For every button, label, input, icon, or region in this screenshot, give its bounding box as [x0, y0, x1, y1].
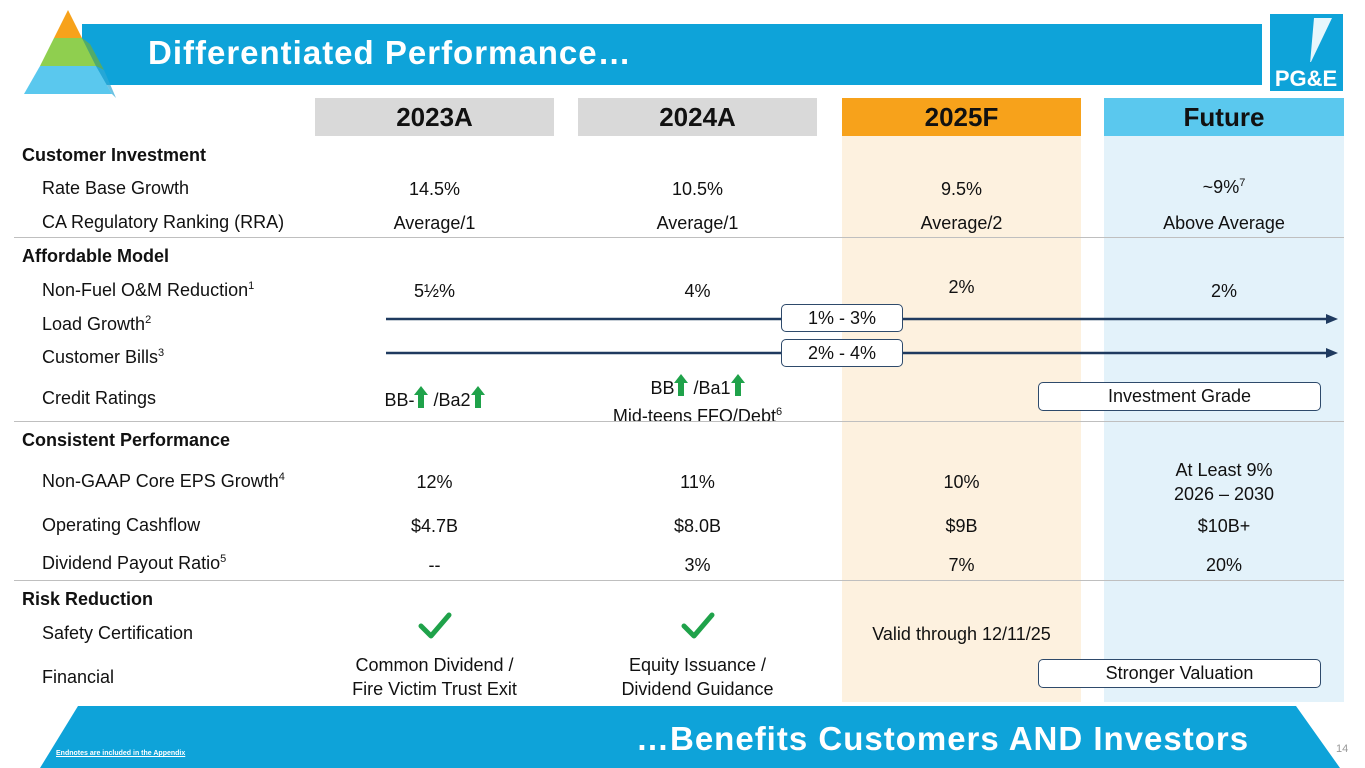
eps-future-line1: At Least 9%	[1175, 460, 1273, 480]
column-header-2024: 2024A	[578, 98, 817, 136]
footnote-ref: 6	[775, 406, 783, 418]
cell-cashflow-2024: $8.0B	[673, 516, 722, 536]
credit-2024-ffo-debt: Mid-teens FFO/Debt	[612, 406, 776, 426]
cell-cashflow-future: $10B+	[1197, 516, 1251, 536]
row-label-safety-certification: Safety Certification	[42, 623, 194, 643]
footnote-ref: 1	[248, 280, 255, 292]
cell-ranking-2024: Average/1	[656, 213, 739, 233]
pge-logo-icon: PG&E	[1270, 14, 1343, 91]
load-growth-label-text: Load Growth	[42, 314, 146, 334]
divider	[14, 421, 1344, 422]
cell-dividend-future: 20%	[1205, 555, 1243, 575]
financial-2024-line1: Equity Issuance /	[628, 655, 767, 675]
dividend-label-text: Dividend Payout Ratio	[42, 553, 221, 573]
section-affordable-model: Affordable Model	[22, 246, 169, 266]
cell-dividend-2024: 3%	[684, 555, 711, 575]
cell-eps-2024: 11%	[680, 472, 715, 492]
upgrade-arrow-icon	[730, 374, 745, 396]
cell-rate-base-future: ~9%7	[1104, 171, 1344, 199]
cell-dividend-2025: 7%	[948, 555, 975, 575]
page-number: 14	[1336, 743, 1349, 755]
financial-2023-line1: Common Dividend /	[355, 655, 514, 675]
logo-text: PG&E	[1275, 66, 1337, 91]
customer-bills-label-text: Customer Bills	[42, 347, 159, 367]
endnotes-link[interactable]: Endnotes are included in the Appendix	[56, 750, 186, 757]
cell-credit-2023: BB- /Ba2	[315, 386, 554, 412]
page-title: Differentiated Performance…	[148, 34, 632, 71]
row-label-operating-cashflow: Operating Cashflow	[42, 515, 201, 535]
credit-2024-rating-a: BB	[650, 378, 675, 398]
title-banner	[82, 24, 1262, 85]
customer-bills-range-badge: 2% - 4%	[781, 339, 903, 367]
section-consistent-performance: Consistent Performance	[22, 430, 231, 450]
om-label-text: Non-Fuel O&M Reduction	[42, 280, 249, 300]
section-customer-investment: Customer Investment	[22, 145, 207, 165]
cell-credit-2024: BB /Ba1 Mid-teens FFO/Debt6	[578, 374, 817, 428]
footnote-ref: 4	[278, 471, 285, 483]
footnote-ref: 7	[1239, 177, 1246, 189]
upgrade-arrow-icon	[414, 386, 429, 408]
credit-2024-rating-b: /Ba1	[693, 378, 731, 398]
cell-cashflow-2023: $4.7B	[410, 516, 459, 536]
column-header-2025: 2025F	[842, 98, 1081, 136]
cell-safety-2025: Valid through 12/11/25	[872, 624, 1051, 644]
investment-grade-badge: Investment Grade	[1038, 382, 1321, 411]
cell-eps-future: At Least 9% 2026 – 2030	[1104, 458, 1344, 506]
eps-label-text: Non-GAAP Core EPS Growth	[42, 471, 279, 491]
cell-om-2025: 2%	[948, 277, 975, 297]
column-2025-background	[842, 136, 1081, 702]
upgrade-arrow-icon	[470, 386, 485, 408]
cell-ranking-future: Above Average	[1163, 213, 1285, 233]
footnote-ref: 2	[145, 314, 152, 326]
column-header-future: Future	[1104, 98, 1344, 136]
column-header-2023: 2023A	[315, 98, 554, 136]
load-growth-range-badge: 1% - 3%	[781, 304, 903, 332]
cell-financial-2023: Common Dividend / Fire Victim Trust Exit	[315, 653, 554, 701]
eps-future-line2: 2026 – 2030	[1173, 484, 1275, 504]
cell-dividend-2023: --	[428, 555, 441, 575]
row-label-credit-ratings: Credit Ratings	[42, 388, 157, 408]
divider	[14, 237, 1344, 238]
cell-cashflow-2025: $9B	[945, 516, 978, 536]
credit-2023-rating-a: BB-	[384, 390, 415, 410]
cell-rate-base-2025: 9.5%	[940, 179, 983, 199]
cell-om-2023: 5½%	[413, 281, 456, 301]
row-label-financial: Financial	[42, 667, 115, 687]
cell-om-future: 2%	[1210, 281, 1237, 301]
cell-ranking-2023: Average/1	[393, 213, 476, 233]
row-label-customer-bills: Customer Bills3	[42, 347, 164, 368]
footnote-ref: 5	[220, 553, 227, 565]
upgrade-arrow-icon	[674, 374, 689, 396]
row-label-rate-base: Rate Base Growth	[42, 178, 190, 198]
column-future-background	[1104, 136, 1344, 702]
financial-2023-line2: Fire Victim Trust Exit	[352, 679, 517, 699]
stronger-valuation-badge: Stronger Valuation	[1038, 659, 1321, 688]
checkmark-icon	[418, 612, 452, 639]
credit-2023-rating-b: /Ba2	[433, 390, 471, 410]
section-risk-reduction: Risk Reduction	[22, 589, 154, 609]
checkmark-icon	[681, 612, 715, 639]
row-label-om-reduction: Non-Fuel O&M Reduction1	[42, 280, 254, 301]
rate-base-future-value: ~9%	[1202, 177, 1240, 197]
footer-banner	[40, 706, 1340, 768]
footnote-ref: 3	[158, 347, 165, 359]
cell-eps-2023: 12%	[416, 472, 453, 492]
cell-rate-base-2023: 14.5%	[408, 179, 461, 199]
cell-financial-2024: Equity Issuance / Dividend Guidance	[578, 653, 817, 701]
row-label-dividend-payout: Dividend Payout Ratio5	[42, 553, 226, 574]
cell-eps-2025: 10%	[943, 472, 980, 492]
pyramid-icon	[24, 10, 116, 98]
row-label-regulatory-ranking: CA Regulatory Ranking (RRA)	[42, 212, 285, 232]
footer-tagline: …Benefits Customers AND Investors	[636, 720, 1250, 757]
row-label-eps-growth: Non-GAAP Core EPS Growth4	[42, 471, 285, 492]
row-label-load-growth: Load Growth2	[42, 314, 151, 335]
divider	[14, 580, 1344, 581]
financial-2024-line2: Dividend Guidance	[621, 679, 774, 699]
cell-om-2024: 4%	[684, 281, 711, 301]
cell-ranking-2025: Average/2	[920, 213, 1003, 233]
cell-rate-base-2024: 10.5%	[671, 179, 724, 199]
